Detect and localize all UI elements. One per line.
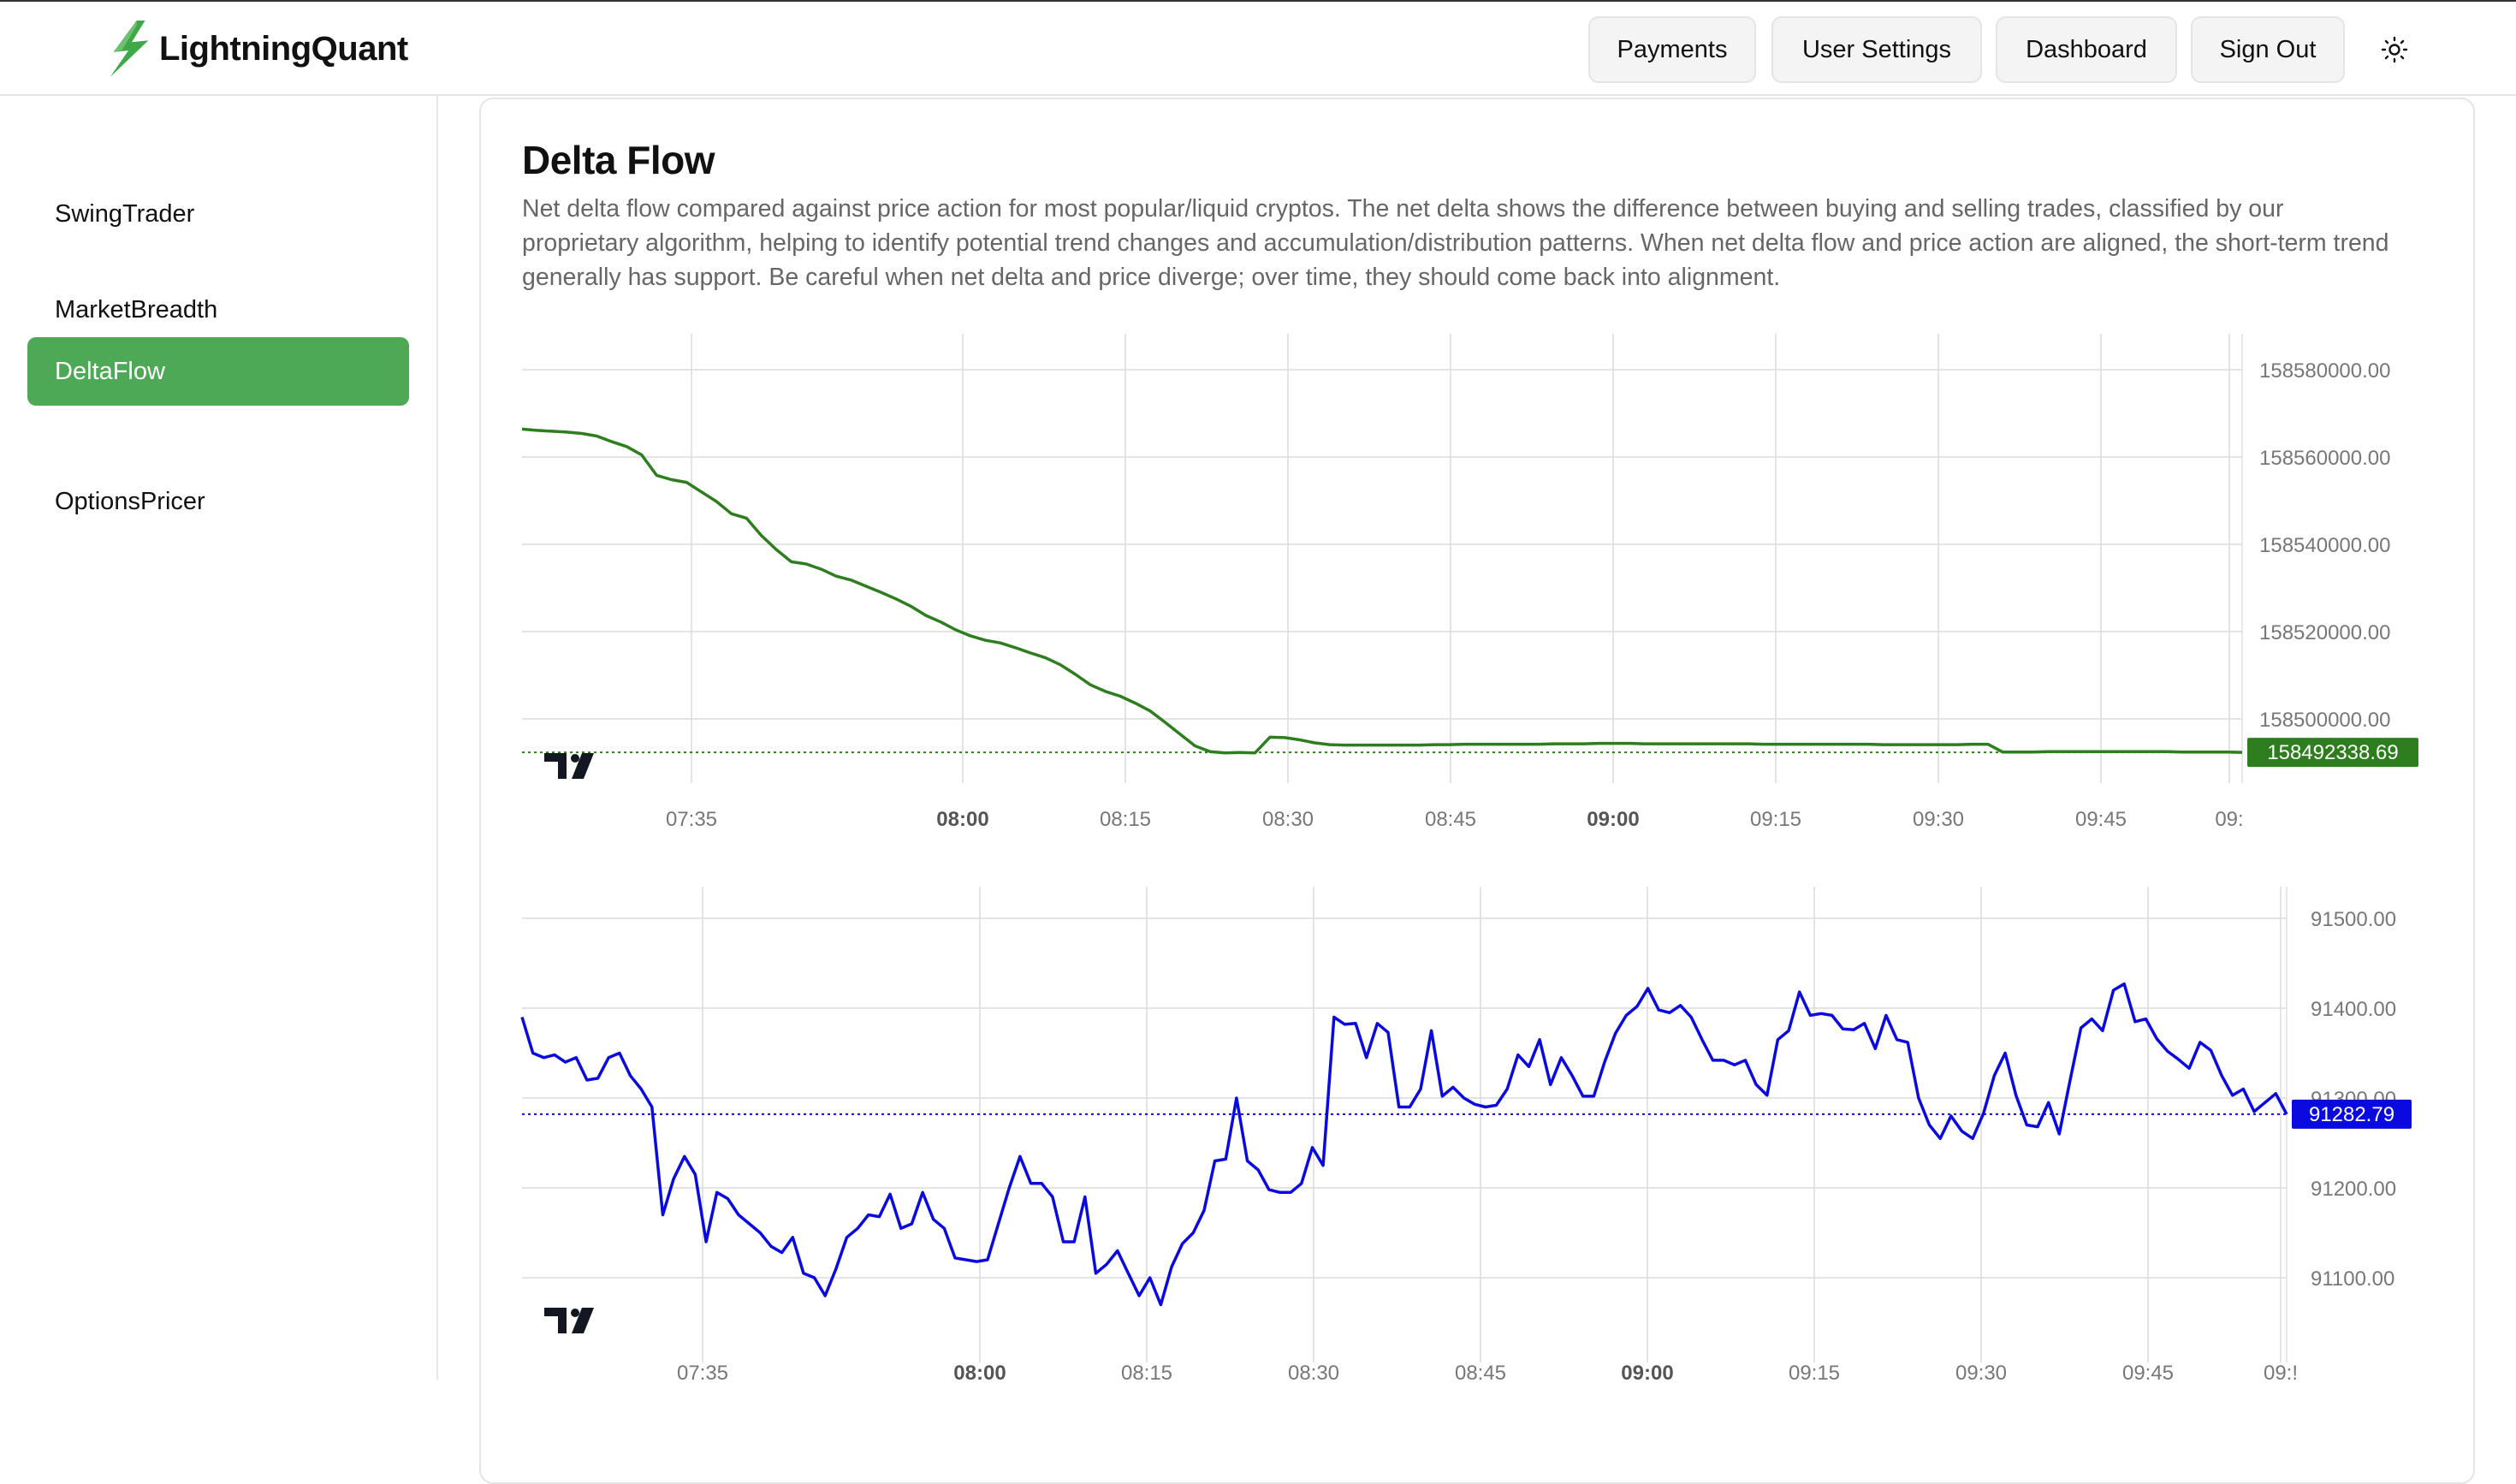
x-tick-label: 09:00 <box>1587 808 1639 831</box>
series-line <box>520 982 2288 1307</box>
app-name: LightningQuant <box>159 29 408 68</box>
y-tick-label: 158560000.00 <box>2259 447 2391 470</box>
x-tick-label: 07:35 <box>677 1362 728 1385</box>
y-tick-label: 91400.00 <box>2311 998 2396 1021</box>
tradingview-logo-icon[interactable] <box>544 1308 594 1333</box>
y-tick-label: 158580000.00 <box>2259 359 2391 383</box>
x-tick-label: 08:15 <box>1121 1362 1172 1385</box>
x-tick-label: 08:45 <box>1455 1362 1506 1385</box>
delta-flow-card <box>479 98 2475 1484</box>
sidebar: SwingTrader MarketBreadth DeltaFlow Opti… <box>0 96 438 1380</box>
last-price-label-bg <box>2292 1099 2412 1129</box>
y-tick-label: 158520000.00 <box>2259 621 2391 644</box>
x-tick-label: 08:00 <box>953 1362 1006 1385</box>
payments-button[interactable]: Payments <box>1588 16 1756 83</box>
app-logo[interactable]: LightningQuant <box>104 19 408 79</box>
x-tick-label: 08:30 <box>1262 808 1314 831</box>
sidebar-item-swingtrader[interactable]: SwingTrader <box>55 199 195 228</box>
last-price-label: 158492338.69 <box>2267 741 2399 764</box>
y-tick-label: 91200.00 <box>2311 1178 2396 1201</box>
x-tick-label: 08:00 <box>936 808 988 831</box>
x-tick-label: 09:15 <box>1789 1362 1840 1385</box>
page-title: Delta Flow <box>522 138 715 182</box>
page-description: Net delta flow compared against price ac… <box>522 195 2389 291</box>
x-tick-label: 09:15 <box>1750 808 1801 831</box>
x-tick-label: 09:00 <box>1621 1362 1673 1385</box>
x-tick-label: 08:45 <box>1425 808 1476 831</box>
top-navbar: LightningQuant Payments User Settings Da… <box>0 0 2516 96</box>
charts-canvas: 158580000.00 158560000.00 158540000.00 1585… <box>520 334 2418 1385</box>
x-tick-label: 08:15 <box>1100 808 1151 831</box>
x-tick-label: 08:30 <box>1288 1362 1339 1385</box>
y-tick-label: 91500.00 <box>2311 908 2396 931</box>
sidebar-item-optionspricer[interactable]: OptionsPricer <box>55 487 205 515</box>
y-tick-label: 158500000.00 <box>2259 709 2391 732</box>
sidebar-item-marketbreadth[interactable]: MarketBreadth <box>55 295 218 324</box>
dashboard-button[interactable]: Dashboard <box>1996 16 2177 83</box>
x-tick-label: 09:! <box>2264 1362 2298 1385</box>
x-tick-label: 09:45 <box>2122 1362 2174 1385</box>
user-settings-button[interactable]: User Settings <box>1771 16 1982 83</box>
sign-out-button[interactable]: Sign Out <box>2191 16 2345 83</box>
x-tick-label: 09:30 <box>1913 808 1964 831</box>
x-tick-label: 09: <box>2215 808 2243 831</box>
last-price-label-bg <box>2247 738 2418 768</box>
x-tick-label: 09:30 <box>1955 1362 2007 1385</box>
last-price-label: 91282.79 <box>2309 1103 2394 1126</box>
x-tick-label: 07:35 <box>666 808 717 831</box>
y-tick-label: 158540000.00 <box>2259 534 2391 557</box>
sidebar-item-deltaflow[interactable]: DeltaFlow <box>27 337 409 406</box>
series-line <box>521 427 2243 755</box>
lightning-icon <box>110 21 149 77</box>
tradingview-logo-icon[interactable] <box>544 753 594 779</box>
x-tick-label: 09:45 <box>2075 808 2127 831</box>
y-tick-label: 91100.00 <box>2311 1267 2394 1291</box>
sun-icon[interactable] <box>2376 34 2413 65</box>
